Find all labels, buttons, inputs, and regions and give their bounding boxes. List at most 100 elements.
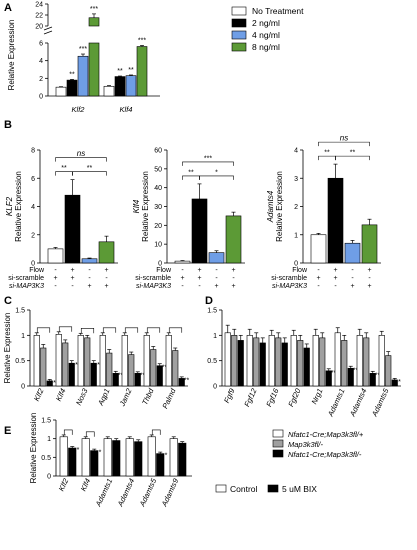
panel-b-2-tick-label: 4: [294, 148, 298, 155]
panel-b-bracket: [72, 171, 107, 176]
panel-e-bar: [59, 436, 68, 477]
panel-b-bar: [47, 248, 64, 264]
legend-swatch: [231, 6, 247, 16]
panel-b-2-tick-label: 3: [294, 176, 298, 183]
panel-b-ylabel-text: Relative Expression: [275, 171, 284, 242]
panel-b-ylabel-gene: Adamts4: [266, 190, 275, 223]
panel-d-tick-label: 0.5: [207, 358, 217, 365]
panel-b-bar: [98, 241, 115, 264]
panel-b-condition-value: +: [70, 275, 74, 282]
panel-c-category-label: Thbd: [140, 386, 156, 406]
panel-a-significance: ***: [90, 6, 98, 13]
panel-e-bracket: [85, 431, 95, 437]
panel-b-ylabel-text: Relative Expression: [14, 171, 23, 242]
panel-d-category-label: Fgf9: [222, 386, 237, 404]
panel-c-bar: [150, 349, 157, 387]
panel-d-bar: [275, 337, 282, 387]
panel-c-bracket: [146, 327, 161, 333]
panel-label-b: B: [4, 119, 12, 131]
panel-c-ylabel: Relative Expression: [3, 313, 12, 384]
panel-d-bar: [297, 340, 304, 387]
panel-b-condition-label: si-MAP3K3: [136, 283, 171, 290]
panel-a-tick-label: 24: [35, 2, 43, 9]
panel-c-bar: [90, 362, 97, 387]
panel-b-bar: [361, 224, 378, 264]
panel-d-significance: **: [353, 367, 359, 374]
panel-d-category-label: Adamts5: [369, 386, 390, 418]
panel-c-bar: [165, 335, 172, 387]
panel-b-condition-value: +: [350, 283, 354, 290]
panel-a-tick-label: 6: [39, 41, 43, 48]
panel-d-tick-label: 0: [213, 384, 217, 391]
panel-c-category-label: Klf2: [32, 386, 46, 402]
panel-c-significance: **: [140, 372, 146, 379]
panel-c-bracket: [102, 327, 117, 333]
panel-e-legend-swatch: [215, 484, 227, 493]
panel-a-significance: ***: [79, 46, 87, 53]
panel-b-0-tick-label: 2: [31, 232, 35, 239]
panel-d-significance: **: [375, 372, 381, 379]
panel-b-1-tick-label: 30: [154, 204, 162, 211]
panel-b-bracket: [335, 155, 370, 161]
panel-c-bracket: [36, 327, 51, 333]
panel-e-bar: [81, 438, 90, 477]
panel-c-bar: [68, 362, 75, 387]
panel-b-1-tick-label: 10: [154, 242, 162, 249]
panel-b-condition-value: -: [351, 275, 354, 282]
panel-d-bar: [385, 355, 392, 387]
panel-e-bracket: [151, 429, 161, 435]
panel-b-condition-value: +: [70, 267, 74, 274]
panel-b-condition-value: +: [231, 267, 235, 274]
panel-d-category-label: Nrg1: [310, 387, 325, 406]
panel-b-condition-value: +: [180, 275, 184, 282]
panel-b-bar: [327, 177, 344, 264]
panel-b-bracket-label: **: [324, 150, 330, 157]
panel-c-significance: **: [162, 365, 168, 372]
panel-c-bar: [143, 335, 150, 387]
panel-e-bar: [125, 438, 134, 477]
panel-b-bracket-label: ***: [204, 155, 212, 162]
panel-b-bracket: [182, 161, 234, 166]
panel-b-bar: [310, 234, 327, 264]
panel-e-bar: [178, 442, 187, 477]
panel-e-tick-label: 1.5: [41, 418, 51, 425]
legend-label: No Treatment: [252, 6, 304, 16]
panel-c-bracket: [168, 327, 183, 333]
panel-b-condition-value: -: [88, 275, 91, 282]
panel-d-bar: [319, 337, 326, 387]
panel-a-axis-break: [43, 30, 53, 35]
panel-d-legend-swatch: [272, 439, 284, 448]
panel-b-bar: [208, 252, 225, 264]
panel-c-bar: [172, 350, 179, 387]
panel-e-significance: *: [165, 453, 168, 460]
panel-label-c: C: [4, 295, 12, 307]
panel-b-0-tick-label: 6: [31, 176, 35, 183]
panel-b-1-tick-label: 60: [154, 148, 162, 155]
panel-b-condition-value: -: [334, 283, 337, 290]
panel-e-bar: [103, 438, 112, 477]
panel-c-bar: [99, 335, 106, 387]
panel-e-legend-swatch: [267, 484, 279, 493]
panel-e-tick-label: 0.5: [41, 455, 51, 462]
panel-b-condition-label: Flow: [29, 267, 45, 274]
panel-e-bar: [90, 450, 99, 477]
panel-e-legend-label: 5 uM BIX: [282, 484, 317, 494]
panel-d-category-label: Fgf16: [264, 386, 281, 408]
panel-d-legend-swatch: [272, 449, 284, 458]
panel-b-bracket-label: ns: [77, 149, 85, 158]
panel-d-legend-label: Map3k3fl/-: [288, 440, 324, 449]
panel-d-legend-label: Nfatc1-Cre;Map3k3fl/-: [288, 450, 362, 459]
panel-b-bracket: [318, 155, 336, 161]
panel-d-bar: [312, 335, 319, 387]
panel-b-condition-value: -: [54, 283, 57, 290]
panel-b-condition-value: -: [105, 275, 108, 282]
panel-b-condition-value: -: [54, 267, 57, 274]
panel-b-bar: [174, 260, 191, 264]
panel-b-condition-label: Flow: [292, 267, 308, 274]
panel-d-legend-swatch: [272, 429, 284, 438]
panel-e-bar: [68, 447, 77, 477]
panel-e-significance: *: [99, 450, 102, 457]
panel-d-bar: [363, 337, 370, 387]
panel-b-bracket: [182, 175, 200, 180]
panel-d-bar: [231, 335, 238, 387]
